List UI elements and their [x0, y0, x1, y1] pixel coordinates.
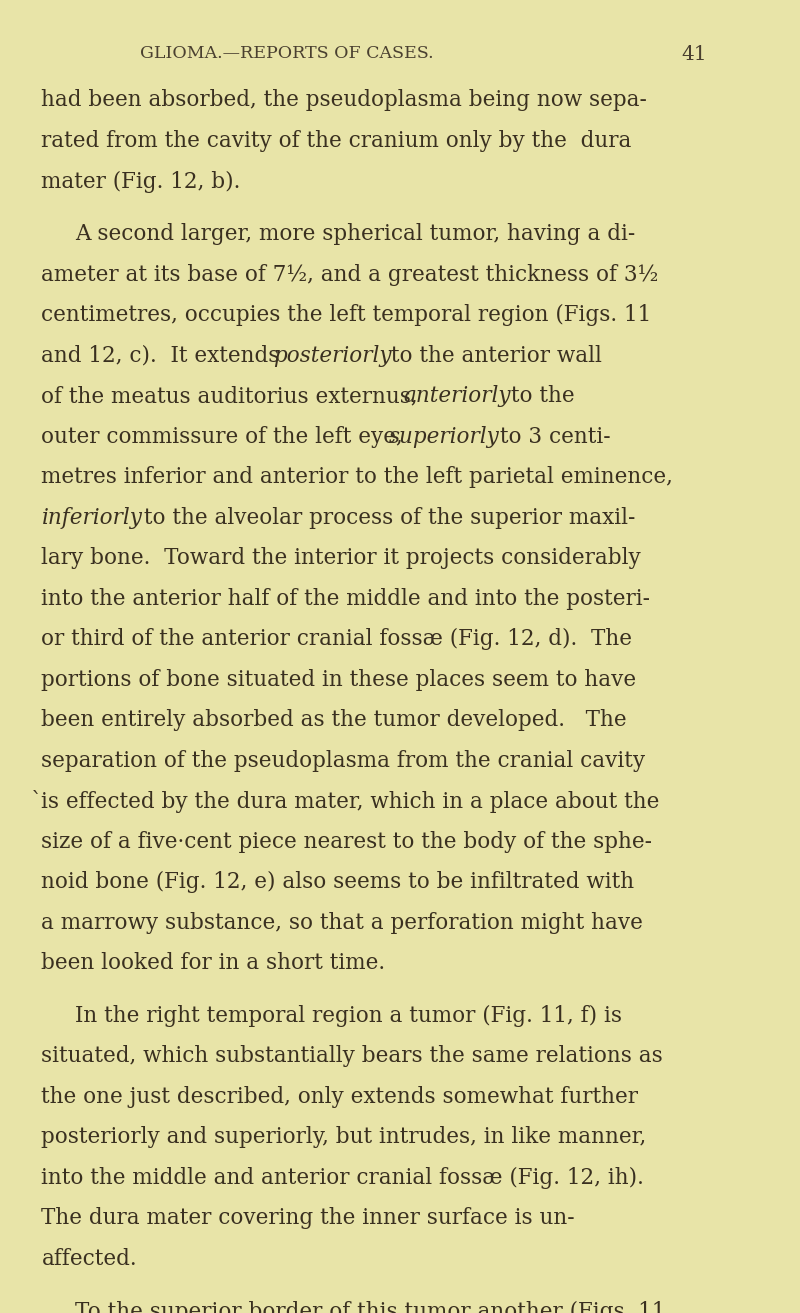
Text: to the: to the [504, 385, 575, 407]
Text: inferiorly: inferiorly [42, 507, 142, 529]
Text: outer commissure of the left eye,: outer commissure of the left eye, [42, 425, 410, 448]
Text: mater (Fig. 12, b).: mater (Fig. 12, b). [42, 171, 241, 193]
Text: separation of the pseudoplasma from the cranial cavity: separation of the pseudoplasma from the … [42, 750, 646, 772]
Text: affected.: affected. [42, 1247, 137, 1270]
Text: of the meatus auditorius externus,: of the meatus auditorius externus, [42, 385, 425, 407]
Text: been entirely absorbed as the tumor developed.   The: been entirely absorbed as the tumor deve… [42, 709, 627, 731]
Text: a marrowy substance, so that a perforation might have: a marrowy substance, so that a perforati… [42, 911, 643, 934]
Text: had been absorbed, the pseudoplasma being now sepa-: had been absorbed, the pseudoplasma bein… [42, 89, 647, 112]
Text: posteriorly and superiorly, but intrudes, in like manner,: posteriorly and superiorly, but intrudes… [42, 1127, 646, 1149]
Text: metres inferior and anterior to the left parietal eminence,: metres inferior and anterior to the left… [42, 466, 674, 488]
Text: superiorly: superiorly [389, 425, 500, 448]
Text: ̀is effected by the dura mater, which in a place about the: ̀is effected by the dura mater, which in… [42, 790, 660, 813]
Text: centimetres, occupies the left temporal region (Figs. 11: centimetres, occupies the left temporal … [42, 305, 652, 326]
Text: The dura mater covering the inner surface is un-: The dura mater covering the inner surfac… [42, 1208, 575, 1229]
Text: to the alveolar process of the superior maxil-: to the alveolar process of the superior … [137, 507, 635, 529]
Text: situated, which substantially bears the same relations as: situated, which substantially bears the … [42, 1045, 663, 1067]
Text: rated from the cavity of the cranium only by the  dura: rated from the cavity of the cranium onl… [42, 130, 632, 152]
Text: into the middle and anterior cranial fossæ (Fig. 12, ih).: into the middle and anterior cranial fos… [42, 1167, 644, 1190]
Text: and 12, c).  It extends: and 12, c). It extends [42, 344, 286, 366]
Text: lary bone.  Toward the interior it projects considerably: lary bone. Toward the interior it projec… [42, 548, 642, 569]
Text: GLIOMA.—REPORTS OF CASES.: GLIOMA.—REPORTS OF CASES. [140, 45, 434, 62]
Text: anteriorly: anteriorly [403, 385, 510, 407]
Text: noid bone (Fig. 12, e) also seems to be infiltrated with: noid bone (Fig. 12, e) also seems to be … [42, 872, 634, 893]
Text: ameter at its base of 7½, and a greatest thickness of 3½: ameter at its base of 7½, and a greatest… [42, 264, 659, 286]
Text: posteriorly: posteriorly [273, 344, 391, 366]
Text: To the superior border of this tumor another (Figs. 11: To the superior border of this tumor ano… [75, 1301, 666, 1313]
Text: been looked for in a short time.: been looked for in a short time. [42, 952, 386, 974]
Text: to 3 centi-: to 3 centi- [494, 425, 611, 448]
Text: to the anterior wall: to the anterior wall [384, 344, 602, 366]
Text: or third of the anterior cranial fossæ (Fig. 12, d).  The: or third of the anterior cranial fossæ (… [42, 628, 633, 650]
Text: In the right temporal region a tumor (Fig. 11, f) is: In the right temporal region a tumor (Fi… [75, 1004, 622, 1027]
Text: portions of bone situated in these places seem to have: portions of bone situated in these place… [42, 668, 637, 691]
Text: size of a five·cent piece nearest to the body of the sphe-: size of a five·cent piece nearest to the… [42, 831, 653, 852]
Text: the one just described, only extends somewhat further: the one just described, only extends som… [42, 1086, 638, 1108]
Text: into the anterior half of the middle and into the posteri-: into the anterior half of the middle and… [42, 588, 650, 609]
Text: 41: 41 [681, 45, 706, 64]
Text: A second larger, more spherical tumor, having a di-: A second larger, more spherical tumor, h… [75, 223, 636, 246]
